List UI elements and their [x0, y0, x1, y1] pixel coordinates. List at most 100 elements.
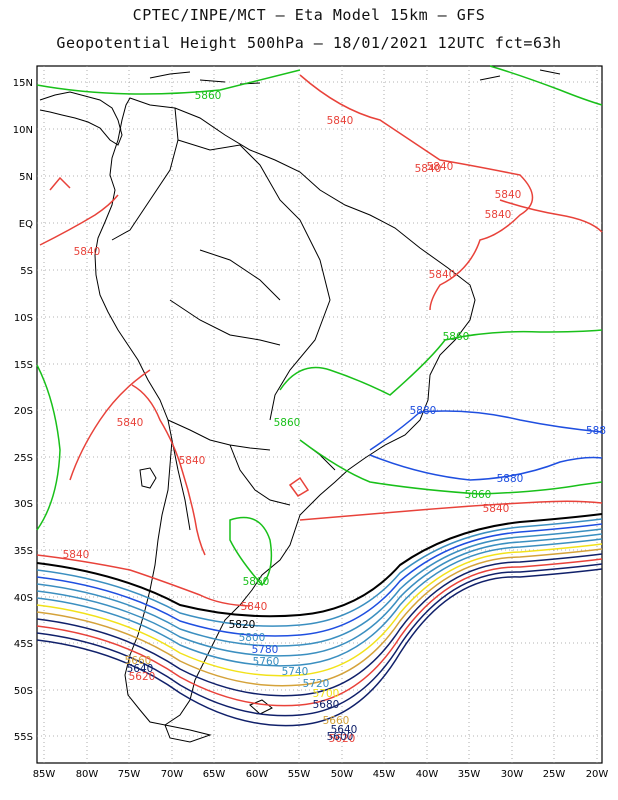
- contour-label-south: 5740: [282, 666, 309, 678]
- latitude-label: 30S: [14, 499, 33, 510]
- longitude-label: 80W: [76, 769, 99, 780]
- latitude-label: 25S: [14, 453, 33, 464]
- contour-label-5840: 5840: [429, 269, 456, 281]
- contour-5860-argentina-cell: [229, 516, 273, 587]
- chart-title-line2: Geopotential Height 500hPa – 18/01/2021 …: [56, 34, 562, 52]
- longitude-label: 35W: [458, 769, 481, 780]
- lake-outline: [139, 467, 157, 489]
- contour-5860-central: [279, 329, 603, 396]
- latitude-label: 10N: [13, 125, 33, 136]
- contour-label-5840: 5840: [179, 455, 206, 467]
- contour-5840-northwest: [39, 194, 119, 246]
- longitude-label: 40W: [416, 769, 439, 780]
- contour-label-5860: 5860: [443, 331, 470, 343]
- contour-label-5860: 5860: [195, 90, 222, 102]
- contour-label-5840: 5840: [415, 163, 442, 175]
- contour-label-5860: 5860: [243, 576, 270, 588]
- contour-5840-north-atlantic: [299, 74, 534, 311]
- contour-5880-south: [369, 454, 603, 481]
- contour-label-south: 5720: [303, 678, 330, 690]
- contour-label-5880: 5880: [497, 473, 524, 485]
- longitude-label: 25W: [543, 769, 566, 780]
- central-america-coastline: [39, 91, 123, 146]
- contour-label-south: 5620: [329, 733, 356, 745]
- contour-label-5860: 5860: [274, 417, 301, 429]
- contour-5860-northeast: [489, 65, 603, 106]
- contour-south-band-8: [36, 553, 603, 697]
- contour-south-band-3: [36, 528, 603, 647]
- longitude-label: 45W: [373, 769, 396, 780]
- contour-5840-small-cell: [288, 476, 310, 497]
- contour-5840-west-loop: [69, 369, 151, 481]
- graticule: [37, 66, 602, 763]
- caribbean-islands: [149, 69, 561, 85]
- contour-south-band-1: [36, 518, 603, 627]
- contour-south-band-5: [36, 538, 603, 667]
- contour-south-band-11: [36, 568, 603, 727]
- contour-label-5840: 5840: [495, 189, 522, 201]
- longitude-label: 20W: [586, 769, 609, 780]
- longitude-label: 50W: [331, 769, 354, 780]
- coastlines: [39, 69, 561, 743]
- contour-5840-subtropical: [299, 500, 603, 521]
- south-america-coastline: [94, 97, 476, 726]
- longitude-label: 55W: [288, 769, 311, 780]
- contour-label-south: 5760: [253, 656, 280, 668]
- contour-label-5840: 5840: [117, 417, 144, 429]
- contour-label-5840: 5840: [483, 503, 510, 515]
- latitude-label: 35S: [14, 546, 33, 557]
- contour-5860-south: [299, 439, 603, 495]
- contour-lines: [36, 65, 603, 727]
- latitude-label: 15S: [14, 360, 33, 371]
- latitude-label: 15N: [13, 78, 33, 89]
- tierra-del-fuego: [164, 724, 212, 743]
- contour-south-band-10: [36, 563, 603, 717]
- latitude-label: 45S: [14, 639, 33, 650]
- contour-label-5840: 5840: [327, 115, 354, 127]
- contour-labels: 5840584058405840584058405840584058405840…: [63, 90, 606, 745]
- contour-label-5840: 5840: [74, 246, 101, 258]
- longitude-label: 75W: [118, 769, 141, 780]
- contour-label-5860: 5860: [465, 489, 492, 501]
- contour-5840-east: [499, 199, 603, 233]
- latitude-label: 50S: [14, 686, 33, 697]
- contour-label-south: 5600: [327, 731, 354, 743]
- contour-label-5880: 5880: [410, 405, 437, 417]
- contour-5840-andes: [131, 384, 206, 556]
- contour-label-south: 5780: [252, 644, 279, 656]
- contour-label-south: 5820: [229, 619, 256, 631]
- contour-south-band-6: [36, 543, 603, 677]
- axis-labels: 85W 80W 75W 70W 65W 60W 55W 50W 45W 40W 35W 30W 25W 2…: [13, 78, 609, 780]
- contour-5840-pacific-islet: [49, 176, 71, 191]
- contour-label-south: 5680: [313, 699, 340, 711]
- latitude-label: EQ: [19, 219, 33, 230]
- contour-label-west: 5620: [129, 671, 156, 683]
- latitude-label: 5S: [20, 266, 33, 277]
- contour-label-5840: 5840: [427, 161, 454, 173]
- contour-5880-north: [369, 410, 603, 451]
- contour-label-south: 5660: [323, 715, 350, 727]
- contour-label-west: 5660: [125, 655, 152, 667]
- contour-label-west: 5640: [127, 663, 154, 675]
- contour-south-band-7: [36, 548, 603, 687]
- falkland-islands: [249, 699, 273, 715]
- contour-label-5840: 5840: [63, 549, 90, 561]
- longitude-label: 60W: [246, 769, 269, 780]
- longitude-label: 65W: [203, 769, 226, 780]
- latitude-label: 55S: [14, 732, 33, 743]
- contour-label-south: 5800: [239, 632, 266, 644]
- longitude-label: 30W: [501, 769, 524, 780]
- contour-label-south: 5700: [313, 688, 340, 700]
- latitude-label: 5N: [19, 172, 33, 183]
- contour-south-band-2: [36, 523, 603, 637]
- contour-label-south: 5640: [331, 724, 358, 736]
- contour-south-band-9: [36, 558, 603, 707]
- contour-label-5840: 5840: [485, 209, 512, 221]
- contour-label-5880: 588: [586, 425, 606, 437]
- contour-south-band-0: [36, 513, 603, 618]
- map-frame: [36, 65, 603, 764]
- longitude-label: 85W: [33, 769, 56, 780]
- contour-5860-north: [36, 69, 301, 95]
- longitude-label: 70W: [161, 769, 184, 780]
